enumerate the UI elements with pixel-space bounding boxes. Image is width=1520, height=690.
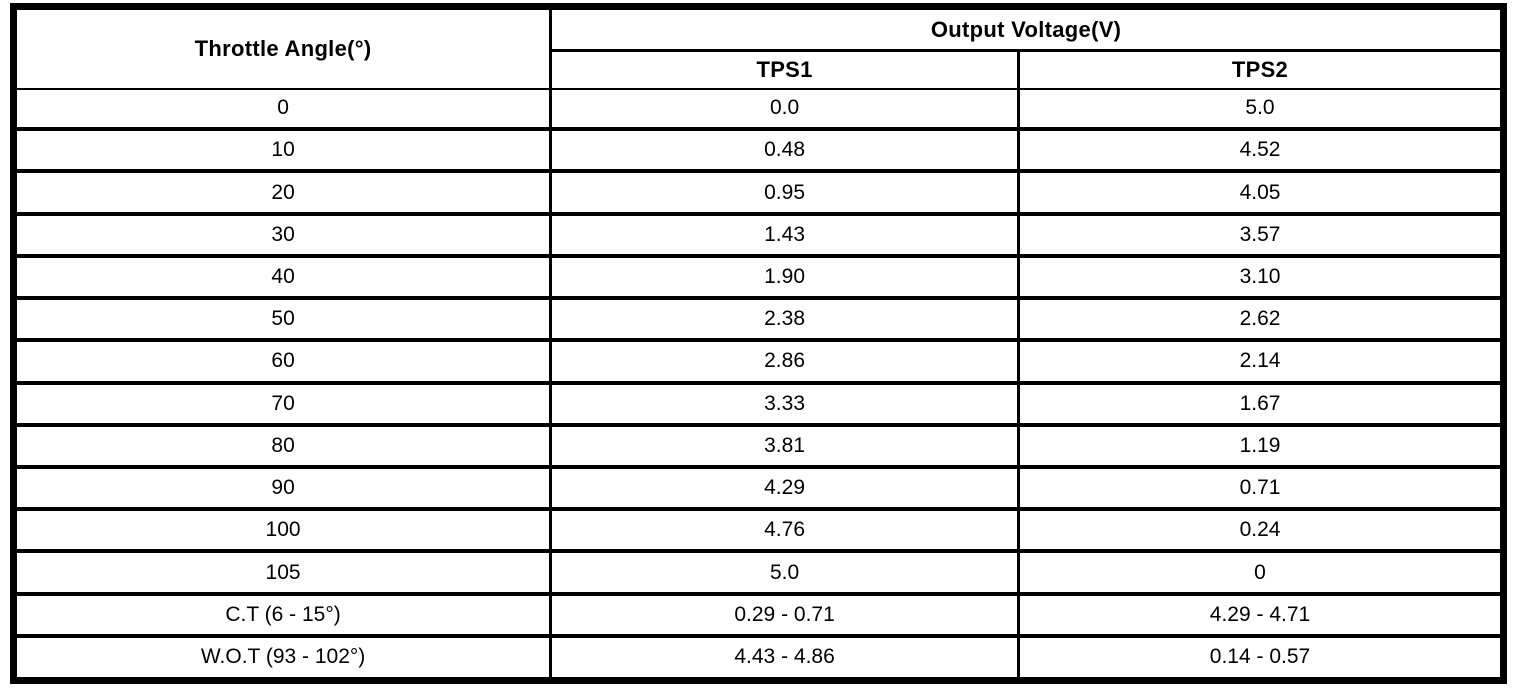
throttle-angle-cell: 10 <box>11 127 553 174</box>
tps2-cell: 4.29 - 4.71 <box>1017 591 1505 638</box>
tps2-cell: 1.67 <box>1017 380 1505 427</box>
throttle-angle-cell: C.T (6 - 15°) <box>11 591 553 638</box>
tps2-cell: 3.57 <box>1017 211 1505 258</box>
table-row: W.O.T (93 - 102°) 4.43 - 4.86 0.14 - 0.57 <box>11 633 1505 683</box>
tps1-cell: 4.29 <box>549 464 1020 512</box>
header-group-row: Throttle Angle(°) Output Voltage(V) <box>11 5 1505 90</box>
tps1-cell: 0.48 <box>549 127 1020 174</box>
throttle-angle-cell: 105 <box>11 549 553 596</box>
throttle-angle-cell: 70 <box>11 380 553 427</box>
table-body: 0 0.0 5.0 10 0.48 4.52 20 0.95 4.05 30 1.43 3.57 40 1… <box>11 87 1505 683</box>
tps2-cell: 2.62 <box>1017 296 1505 343</box>
tps1-cell: 0.95 <box>549 169 1020 216</box>
table-row: 90 4.29 0.71 <box>11 464 1505 512</box>
tps2-cell: 0.14 - 0.57 <box>1017 633 1505 683</box>
tps1-header: TPS1 <box>549 49 1020 90</box>
throttle-angle-cell: 40 <box>11 253 553 301</box>
table-row: 100 4.76 0.24 <box>11 507 1505 554</box>
throttle-angle-cell: 90 <box>11 464 553 512</box>
table-row: 60 2.86 2.14 <box>11 338 1505 385</box>
throttle-angle-cell: 20 <box>11 169 553 216</box>
tps2-cell: 2.14 <box>1017 338 1505 385</box>
throttle-angle-cell: 50 <box>11 296 553 343</box>
throttle-angle-cell: 60 <box>11 338 553 385</box>
throttle-angle-cell: W.O.T (93 - 102°) <box>11 633 553 683</box>
tps2-cell: 0 <box>1017 549 1505 596</box>
table-row: 0 0.0 5.0 <box>11 87 1505 132</box>
throttle-angle-cell: 0 <box>11 87 553 132</box>
table-header: Throttle Angle(°) Output Voltage(V) TPS1… <box>11 5 1505 90</box>
tps2-header: TPS2 <box>1017 49 1505 90</box>
table-row: 80 3.81 1.19 <box>11 422 1505 469</box>
throttle-angle-cell: 30 <box>11 211 553 258</box>
tps1-cell: 1.90 <box>549 253 1020 301</box>
output-voltage-header: Output Voltage(V) <box>549 5 1505 52</box>
throttle-angle-header: Throttle Angle(°) <box>11 5 553 90</box>
tps-output-voltage-table: Throttle Angle(°) Output Voltage(V) TPS1… <box>10 3 1507 684</box>
tps2-cell: 5.0 <box>1017 87 1505 132</box>
throttle-angle-cell: 80 <box>11 422 553 469</box>
table-row: 105 5.0 0 <box>11 549 1505 596</box>
tps1-cell: 2.86 <box>549 338 1020 385</box>
tps1-cell: 0.29 - 0.71 <box>549 591 1020 638</box>
table-row: 50 2.38 2.62 <box>11 296 1505 343</box>
tps1-cell: 4.43 - 4.86 <box>549 633 1020 683</box>
tps2-cell: 1.19 <box>1017 422 1505 469</box>
header-sub-row: TPS1 TPS2 <box>14 49 1505 90</box>
throttle-angle-cell: 100 <box>11 507 553 554</box>
tps1-cell: 0.0 <box>549 87 1020 132</box>
tps2-cell: 0.24 <box>1017 507 1505 554</box>
tps2-cell: 4.52 <box>1017 127 1505 174</box>
table-row: 30 1.43 3.57 <box>11 211 1505 258</box>
tps1-cell: 4.76 <box>549 507 1020 554</box>
table-row: 20 0.95 4.05 <box>11 169 1505 216</box>
table-row: 40 1.90 3.10 <box>11 253 1505 301</box>
tps2-cell: 0.71 <box>1017 464 1505 512</box>
tps2-cell: 3.10 <box>1017 253 1505 301</box>
table-row: C.T (6 - 15°) 0.29 - 0.71 4.29 - 4.71 <box>11 591 1505 638</box>
tps2-cell: 4.05 <box>1017 169 1505 216</box>
table-row: 70 3.33 1.67 <box>11 380 1505 427</box>
tps1-cell: 3.81 <box>549 422 1020 469</box>
tps1-cell: 1.43 <box>549 211 1020 258</box>
tps1-cell: 3.33 <box>549 380 1020 427</box>
tps1-cell: 5.0 <box>549 549 1020 596</box>
tps1-cell: 2.38 <box>549 296 1020 343</box>
table-row: 10 0.48 4.52 <box>11 127 1505 174</box>
